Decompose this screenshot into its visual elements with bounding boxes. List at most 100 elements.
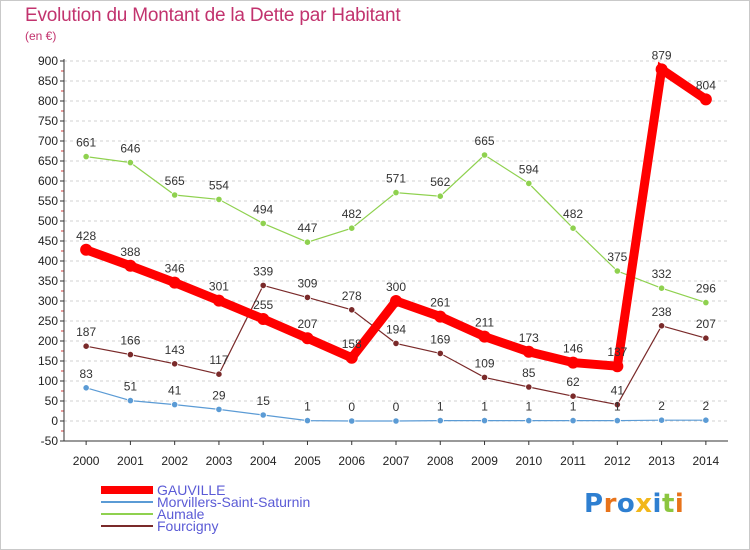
y-tick-label: 900	[38, 54, 58, 68]
data-point	[569, 416, 577, 425]
y-tick-label: 550	[38, 194, 58, 208]
data-point	[480, 416, 489, 425]
x-tick-label: 2009	[471, 454, 498, 468]
data-label: 661	[76, 136, 96, 150]
data-point	[82, 384, 90, 392]
data-label: 187	[76, 325, 96, 339]
data-point	[699, 93, 712, 106]
data-point	[259, 219, 267, 227]
data-point	[259, 411, 267, 419]
x-tick-label: 2008	[427, 454, 454, 468]
data-label: 238	[652, 305, 672, 319]
y-tick-label: 50	[45, 394, 59, 408]
x-tick-label: 2007	[383, 454, 410, 468]
data-point	[436, 349, 444, 357]
legend-swatch	[101, 486, 153, 494]
y-tick-label: 150	[38, 354, 58, 368]
legend-item: Fourcigny	[101, 518, 310, 534]
data-label: 166	[120, 334, 140, 348]
data-point	[702, 298, 710, 307]
data-point	[215, 405, 223, 413]
data-point	[567, 356, 580, 369]
data-label: 1	[481, 400, 488, 414]
y-tick-label: 250	[38, 314, 58, 328]
data-point	[522, 345, 535, 358]
data-point	[168, 276, 181, 289]
data-point	[613, 416, 621, 425]
data-point	[657, 416, 666, 424]
data-label: 0	[348, 400, 355, 414]
data-label: 1	[614, 400, 621, 414]
data-point	[348, 306, 356, 314]
data-label: 665	[475, 134, 495, 148]
data-label: 646	[120, 142, 140, 156]
legend-label: Fourcigny	[157, 518, 219, 534]
x-tick-label: 2013	[648, 454, 675, 468]
data-point	[126, 159, 134, 167]
data-label: 41	[168, 384, 182, 398]
data-point	[569, 224, 577, 232]
data-label: 62	[566, 375, 580, 389]
data-point	[613, 267, 621, 275]
data-point	[215, 370, 223, 378]
legend-swatch	[101, 513, 153, 515]
legend: GAUVILLE Morvillers-Saint-Saturnin Aumale F…	[101, 483, 311, 534]
data-label: 482	[342, 207, 362, 221]
legend-label: Morvillers-Saint-Saturnin	[157, 494, 311, 510]
data-label: 804	[696, 78, 716, 92]
data-point	[259, 281, 267, 289]
data-label: 169	[430, 332, 450, 346]
data-point	[525, 416, 533, 425]
data-label: 143	[165, 343, 185, 357]
data-label: 346	[165, 262, 185, 276]
data-label: 255	[253, 298, 273, 312]
y-tick-label: 600	[38, 174, 58, 188]
data-point	[82, 153, 90, 161]
data-label: 482	[563, 207, 583, 221]
data-point	[480, 373, 489, 381]
legend-swatch	[101, 525, 153, 527]
data-label: 41	[611, 384, 625, 398]
data-point	[126, 396, 134, 405]
y-tick-label: 800	[38, 94, 58, 108]
data-label: 146	[563, 342, 583, 356]
data-point	[702, 416, 710, 424]
chart-title: Evolution du Montant de la Dette par Hab…	[25, 5, 401, 26]
data-point	[212, 294, 225, 307]
chart-subtitle: (en €)	[25, 29, 57, 43]
x-tick-label: 2006	[338, 454, 365, 468]
data-label: 565	[165, 174, 185, 188]
data-point	[655, 63, 668, 76]
data-label: 1	[525, 400, 532, 414]
data-label: 173	[519, 331, 539, 345]
data-point	[171, 360, 179, 368]
data-point	[525, 383, 533, 391]
data-label: 300	[386, 280, 406, 294]
data-label: 447	[297, 221, 317, 235]
data-point	[348, 224, 356, 232]
data-point	[611, 360, 624, 373]
y-tick-label: 350	[38, 274, 58, 288]
data-label: 117	[209, 353, 228, 367]
data-point	[82, 342, 90, 350]
data-label: 1	[437, 400, 444, 414]
data-label: 554	[209, 178, 229, 192]
data-point	[390, 295, 402, 307]
data-label: 594	[519, 162, 539, 176]
data-point	[80, 243, 93, 256]
data-label: 207	[696, 317, 716, 331]
y-tick-label: -50	[41, 434, 59, 448]
data-label: 278	[342, 289, 362, 303]
y-tick-label: 650	[38, 154, 58, 168]
data-point	[392, 339, 400, 347]
data-point	[657, 284, 666, 292]
data-label: 339	[253, 264, 273, 278]
legend-item: GAUVILLE	[101, 483, 310, 497]
data-point	[702, 334, 710, 342]
data-label: 1	[304, 400, 311, 414]
data-label: 158	[342, 337, 362, 351]
data-point	[436, 416, 444, 425]
data-label: 879	[652, 48, 672, 62]
